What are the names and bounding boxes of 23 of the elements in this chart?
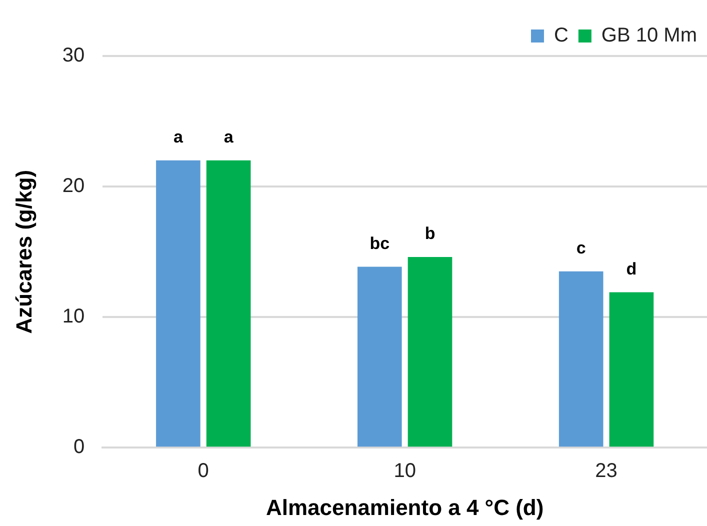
x-tick-label: 10 <box>394 460 416 482</box>
data-label: bc <box>370 234 390 253</box>
data-label: c <box>576 238 586 258</box>
legend-label: C <box>554 24 568 47</box>
y-tick-label: 20 <box>62 175 85 198</box>
bar <box>156 160 200 447</box>
x-tick-label: 23 <box>595 460 618 482</box>
bar <box>558 271 604 447</box>
data-label: a <box>224 128 234 147</box>
x-tick-label: 0 <box>198 460 209 482</box>
y-tick-label: 10 <box>62 306 85 328</box>
bar <box>206 160 251 447</box>
bar <box>357 266 402 447</box>
legend-label: GB 10 Mm <box>601 24 697 47</box>
y-tick-label: 30 <box>62 44 85 67</box>
data-label: d <box>626 259 637 278</box>
data-label: b <box>424 224 436 244</box>
y-tick-label: 0 <box>74 436 85 458</box>
x-axis-title: Almacenamiento a 4 °C (d) <box>266 494 544 520</box>
y-axis-title: Azúcares (g/kg) <box>11 170 36 334</box>
bar <box>609 292 654 447</box>
bar <box>408 257 452 447</box>
data-label: a <box>173 128 184 147</box>
